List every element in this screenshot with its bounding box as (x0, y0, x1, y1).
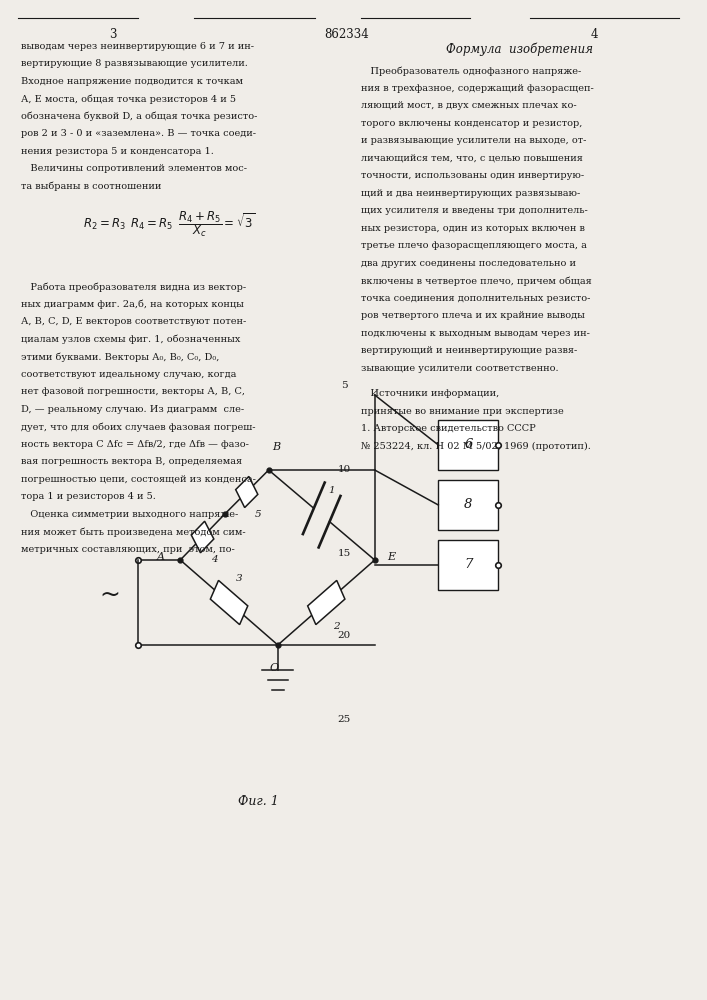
Text: личающийся тем, что, с целью повышения: личающийся тем, что, с целью повышения (361, 154, 583, 163)
Text: 8: 8 (464, 498, 472, 512)
Text: ~: ~ (99, 583, 120, 607)
Text: 10: 10 (338, 466, 351, 475)
Text: ния может быть произведена методом сим-: ния может быть произведена методом сим- (21, 527, 246, 537)
Text: Источники информации,: Источники информации, (361, 389, 499, 398)
Text: этими буквами. Векторы А₀, В₀, С₀, D₀,: этими буквами. Векторы А₀, В₀, С₀, D₀, (21, 352, 220, 362)
Text: Формула  изобретения: Формула изобретения (446, 42, 593, 55)
Text: № 253224, кл. Н 02 М 5/02, 1969 (прототип).: № 253224, кл. Н 02 М 5/02, 1969 (прототи… (361, 442, 590, 451)
Text: ния в трехфазное, содержащий фазорасщеп-: ния в трехфазное, содержащий фазорасщеп- (361, 84, 593, 93)
Text: А, В, С, D, Е векторов соответствуют потен-: А, В, С, D, Е векторов соответствуют пот… (21, 317, 247, 326)
Text: включены в четвертое плечо, причем общая: включены в четвертое плечо, причем общая (361, 276, 591, 286)
Text: B: B (272, 442, 280, 452)
Bar (438, 480, 498, 530)
Text: принятые во внимание при экспертизе: принятые во внимание при экспертизе (361, 407, 563, 416)
Text: торого включены конденсатор и резистор,: торого включены конденсатор и резистор, (361, 119, 582, 128)
Text: O: O (270, 663, 279, 673)
Text: Работа преобразователя видна из вектор-: Работа преобразователя видна из вектор- (21, 282, 246, 292)
Text: ных диаграмм фиг. 2а,б, на которых концы: ных диаграмм фиг. 2а,б, на которых концы (21, 300, 244, 309)
Text: 3: 3 (110, 28, 117, 41)
Text: ность вектора С Δfс = Δfв/2, где Δfв — фазо-: ность вектора С Δfс = Δfв/2, где Δfв — ф… (21, 440, 249, 449)
Text: точности, использованы один инвертирую-: точности, использованы один инвертирую- (361, 171, 584, 180)
Bar (308, 580, 345, 625)
Text: тора 1 и резисторов 4 и 5.: тора 1 и резисторов 4 и 5. (21, 492, 156, 501)
Text: 6: 6 (464, 438, 472, 452)
Text: Преобразователь однофазного напряже-: Преобразователь однофазного напряже- (361, 66, 581, 76)
Text: зывающие усилители соответственно.: зывающие усилители соответственно. (361, 364, 559, 373)
Text: и развязывающие усилители на выходе, от-: и развязывающие усилители на выходе, от- (361, 136, 586, 145)
Text: 7: 7 (464, 558, 472, 572)
Text: 5: 5 (255, 510, 262, 519)
Text: вертирующий и неинвертирующие развя-: вертирующий и неинвертирующие развя- (361, 346, 577, 355)
Text: нет фазовой погрешности, векторы А, В, С,: нет фазовой погрешности, векторы А, В, С… (21, 387, 245, 396)
Text: обозначена буквой D, а общая точка резисто-: обозначена буквой D, а общая точка резис… (21, 112, 257, 121)
Text: 1: 1 (329, 486, 335, 495)
Text: вертирующие 8 развязывающие усилители.: вертирующие 8 развязывающие усилители. (21, 60, 248, 68)
Text: ров четвертого плеча и их крайние выводы: ров четвертого плеча и их крайние выводы (361, 311, 585, 320)
Text: ных резистора, один из которых включен в: ных резистора, один из которых включен в (361, 224, 585, 233)
Text: Оценка симметрии выходного напряже-: Оценка симметрии выходного напряже- (21, 510, 238, 519)
Text: 20: 20 (338, 632, 351, 641)
Text: 15: 15 (338, 548, 351, 558)
Text: Входное напряжение подводится к точкам: Входное напряжение подводится к точкам (21, 77, 243, 86)
Text: два других соединены последовательно и: два других соединены последовательно и (361, 259, 575, 268)
Text: третье плечо фазорасщепляющего моста, а: третье плечо фазорасщепляющего моста, а (361, 241, 586, 250)
Bar (438, 540, 498, 590)
Text: нения резистора 5 и конденсатора 1.: нения резистора 5 и конденсатора 1. (21, 147, 214, 156)
Text: соответствуют идеальному случаю, когда: соответствуют идеальному случаю, когда (21, 370, 237, 379)
Text: D, — реальному случаю. Из диаграмм  сле-: D, — реальному случаю. Из диаграмм сле- (21, 405, 245, 414)
Text: Фиг. 1: Фиг. 1 (238, 795, 279, 808)
Text: точка соединения дополнительных резисто-: точка соединения дополнительных резисто- (361, 294, 590, 303)
Text: 3: 3 (236, 574, 243, 583)
Text: 1. Авторское свидетельство СССР: 1. Авторское свидетельство СССР (361, 424, 535, 433)
Text: выводам через неинвертирующие 6 и 7 и ин-: выводам через неинвертирующие 6 и 7 и ин… (21, 42, 255, 51)
Text: вая погрешность вектора В, определяемая: вая погрешность вектора В, определяемая (21, 457, 243, 466)
Text: 4: 4 (211, 555, 218, 564)
Text: A: A (157, 552, 165, 562)
Text: 25: 25 (338, 714, 351, 724)
Text: 2: 2 (334, 622, 340, 631)
Text: 5: 5 (341, 381, 348, 390)
Text: ров 2 и 3 - 0 и «заземлена». В — точка соеди-: ров 2 и 3 - 0 и «заземлена». В — точка с… (21, 129, 256, 138)
Bar (438, 420, 498, 470)
Text: подключены к выходным выводам через ин-: подключены к выходным выводам через ин- (361, 329, 590, 338)
Text: щих усилителя и введены три дополнитель-: щих усилителя и введены три дополнитель- (361, 206, 588, 215)
Text: 4: 4 (590, 28, 597, 41)
Text: А, Е моста, общая точка резисторов 4 и 5: А, Е моста, общая точка резисторов 4 и 5 (21, 94, 236, 104)
Text: E: E (387, 552, 395, 562)
Bar (211, 580, 247, 625)
Bar (235, 476, 258, 508)
Text: $R_2 = R_3\enspace R_4 = R_5\enspace\dfrac{R_4+R_5}{X_c}=\sqrt{3}$: $R_2 = R_3\enspace R_4 = R_5\enspace\dfr… (83, 209, 256, 239)
Text: метричных составляющих, при  этом, по-: метричных составляющих, при этом, по- (21, 545, 235, 554)
Text: та выбраны в соотношении: та выбраны в соотношении (21, 182, 162, 191)
Text: погрешностью цепи, состоящей из конденса-: погрешностью цепи, состоящей из конденса… (21, 475, 256, 484)
Bar (192, 521, 214, 553)
Text: 862334: 862334 (324, 28, 369, 41)
Text: ляющий мост, в двух смежных плечах ко-: ляющий мост, в двух смежных плечах ко- (361, 101, 576, 110)
Text: щий и два неинвертирующих развязываю-: щий и два неинвертирующих развязываю- (361, 189, 580, 198)
Text: Величины сопротивлений элементов мос-: Величины сопротивлений элементов мос- (21, 164, 247, 173)
Text: дует, что для обоих случаев фазовая погреш-: дует, что для обоих случаев фазовая погр… (21, 422, 256, 432)
Text: циалам узлов схемы фиг. 1, обозначенных: циалам узлов схемы фиг. 1, обозначенных (21, 335, 240, 344)
